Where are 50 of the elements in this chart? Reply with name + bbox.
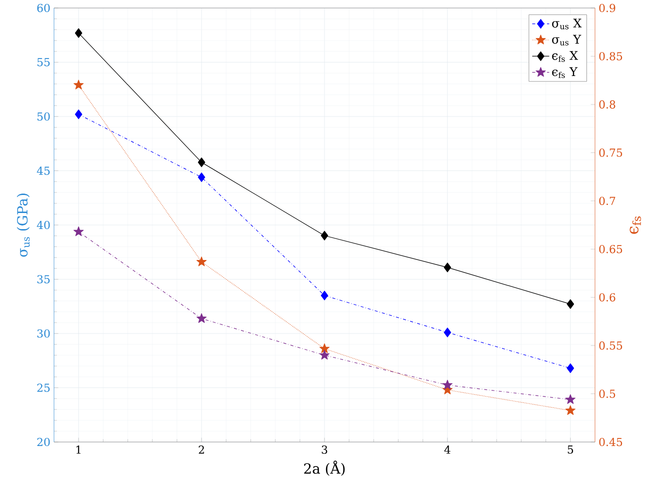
point — [74, 226, 84, 236]
y2-axis-title: ϵ$_{fs}$ — [630, 216, 641, 234]
x-axis-title: 2a (Å) — [304, 460, 345, 476]
y-axis-title: σ$_{us}$ (GPa) — [16, 194, 30, 257]
y-tick-label: 30 — [37, 329, 50, 338]
y2-tick-label: 0.9 — [599, 4, 616, 12]
y2-tick-label: 0.6 — [599, 293, 616, 302]
x-tick-label: 4 — [444, 446, 450, 454]
point — [319, 350, 330, 360]
point — [566, 363, 574, 374]
point — [319, 343, 330, 354]
y2-tick-label: 0.55 — [599, 341, 622, 350]
x-tick-label: 1 — [76, 446, 81, 454]
y-tick-label: 35 — [37, 275, 50, 284]
point — [565, 405, 576, 415]
point — [74, 28, 82, 38]
y2-tick-label: 0.8 — [599, 100, 616, 109]
point — [442, 380, 452, 390]
y-tick-label: 20 — [37, 438, 50, 446]
point — [74, 110, 82, 120]
y2-tick-label: 0.75 — [599, 148, 622, 157]
point — [198, 158, 206, 168]
y-tick-label: 25 — [37, 384, 50, 392]
x-tick-label: 5 — [568, 446, 574, 454]
y-tick-label: 45 — [36, 166, 50, 175]
point — [196, 256, 207, 266]
point — [320, 230, 328, 240]
point — [444, 262, 452, 272]
point — [198, 172, 206, 182]
legend-label: σ$_{us}$ X — [552, 18, 582, 30]
y2-tick-label: 0.45 — [599, 438, 622, 446]
y2-tick-label: 0.85 — [599, 52, 622, 60]
point — [566, 299, 574, 309]
point — [565, 394, 576, 404]
point — [444, 328, 452, 338]
y-tick-label: 40 — [36, 220, 50, 230]
x-tick-label: 2 — [198, 446, 204, 454]
point — [320, 290, 328, 300]
x-tick-label: 3 — [322, 446, 328, 454]
point — [196, 313, 207, 323]
y-tick-label: 55 — [37, 58, 50, 66]
legend-label: ϵ$_{fs}$ Y — [552, 67, 578, 78]
y-tick-label: 50 — [37, 112, 50, 121]
legend-label: ϵ$_{fs}$ X — [552, 51, 578, 62]
y2-tick-label: 0.7 — [599, 196, 616, 206]
y2-tick-label: 0.5 — [599, 390, 616, 398]
legend-label: σ$_{us}$ Y — [552, 34, 582, 46]
y-tick-label: 60 — [37, 4, 50, 12]
point — [74, 80, 84, 90]
y2-tick-label: 0.65 — [599, 244, 622, 254]
